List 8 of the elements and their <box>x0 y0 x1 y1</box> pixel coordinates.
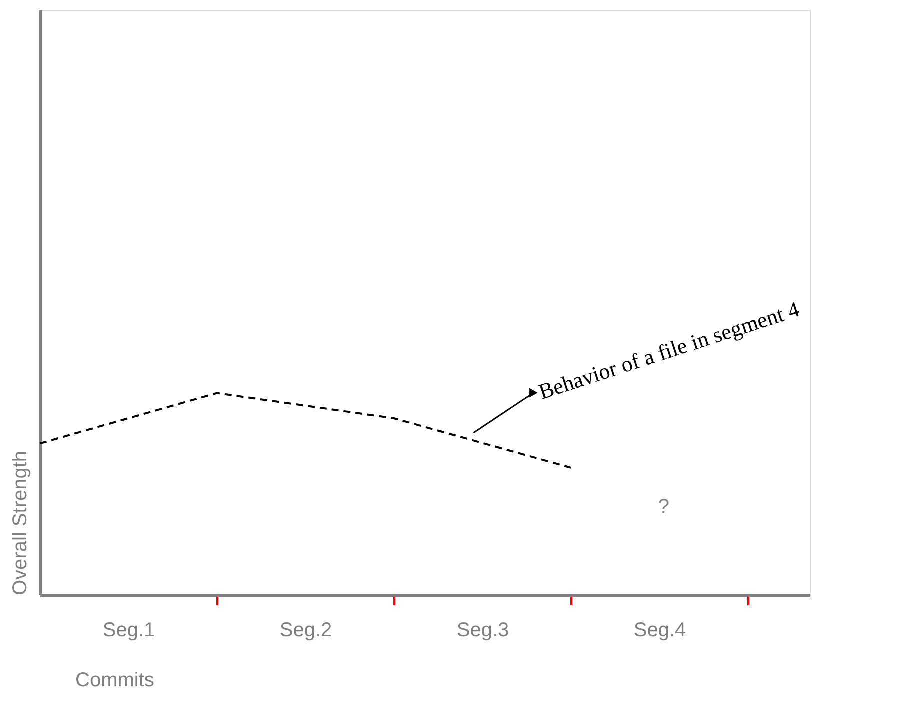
x-axis-title: Commits <box>76 670 154 692</box>
x-tick-label: Seg.4 <box>634 620 686 642</box>
x-tick-label: Seg.1 <box>102 620 156 642</box>
x-tick-label: Seg.3 <box>456 620 510 642</box>
y-axis-title: Overall Strength <box>10 450 32 596</box>
annotation: Behavior of a file in segment 4 <box>536 296 803 404</box>
annotation: ? <box>658 496 670 518</box>
x-tick-label: Seg.2 <box>280 620 332 642</box>
